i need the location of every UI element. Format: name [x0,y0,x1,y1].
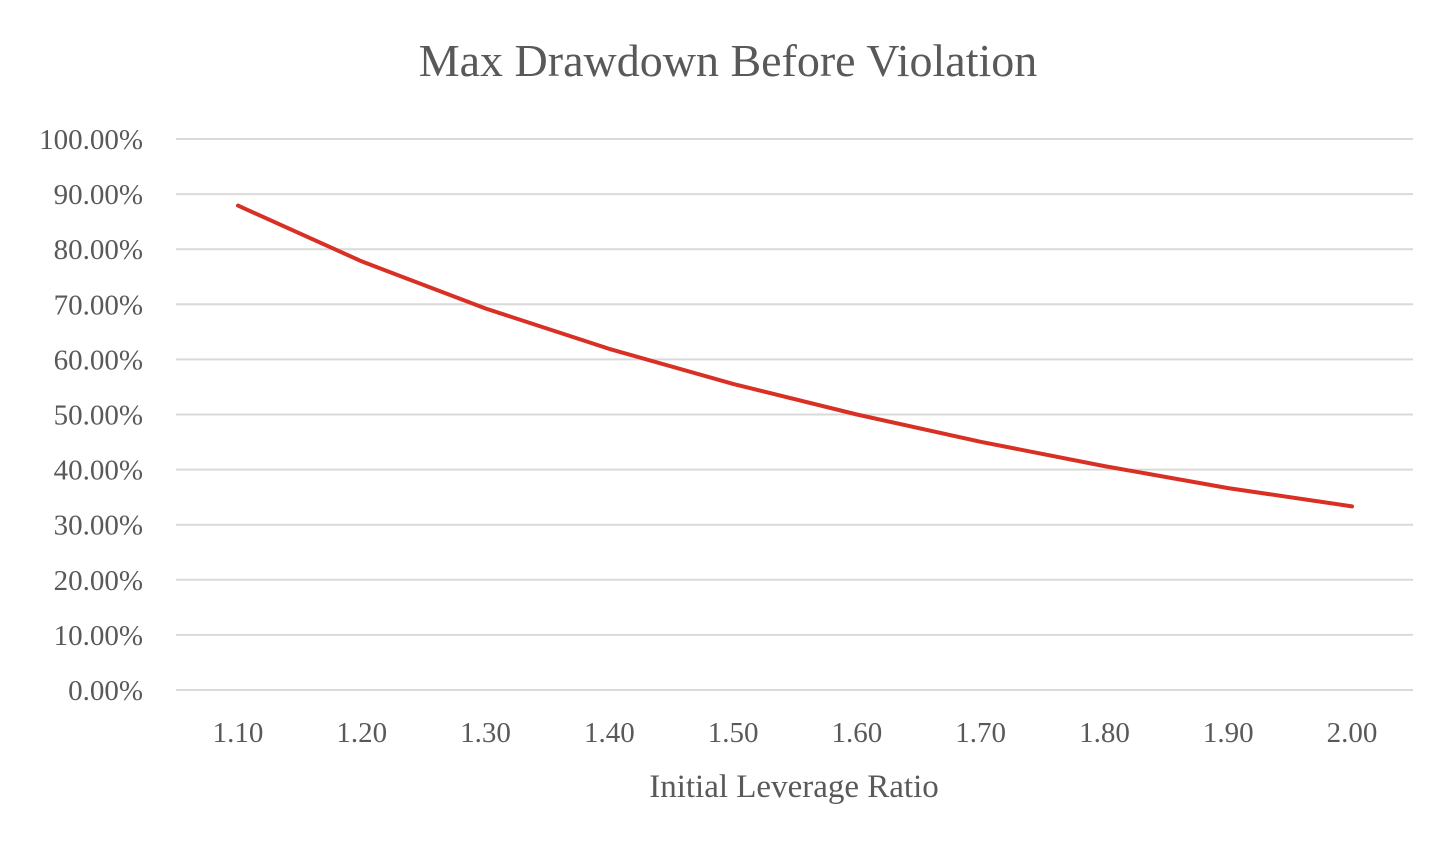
y-tick-label: 10.00% [54,620,143,652]
y-tick-label: 80.00% [54,234,143,266]
x-axis-label: Initial Leverage Ratio [649,769,939,805]
x-tick-label: 1.10 [213,717,264,749]
series-line [236,203,1354,509]
y-tick-label: 40.00% [54,455,143,487]
data-point [1350,504,1354,508]
data-point [484,307,488,311]
gridlines [176,138,1413,691]
data-point [360,259,364,263]
data-point [1226,486,1230,490]
data-point [731,382,735,386]
x-tick-label: 1.70 [955,717,1006,749]
y-tick-label: 60.00% [54,344,143,376]
x-tick-label: 1.60 [832,717,883,749]
data-point [607,347,611,351]
data-point [1102,464,1106,468]
y-tick-label: 0.00% [68,675,143,707]
x-tick-label: 1.80 [1079,717,1130,749]
y-tick-label: 70.00% [54,289,143,321]
data-point [855,413,859,417]
y-tick-label: 50.00% [54,400,143,432]
data-point [236,204,240,208]
y-tick-label: 100.00% [39,124,143,156]
y-axis-tick-labels: 0.00% 10.00% 20.00% 30.00% 40.00% 50.00% 60.00… [39,124,143,707]
y-tick-label: 30.00% [54,510,143,542]
x-tick-label: 1.50 [708,717,759,749]
series-layer [236,203,1354,509]
x-tick-label: 1.90 [1203,717,1254,749]
data-point [979,440,983,444]
x-tick-label: 1.20 [336,717,387,749]
y-tick-label: 90.00% [54,179,143,211]
y-tick-label: 20.00% [54,565,143,597]
x-tick-label: 1.40 [584,717,635,749]
x-tick-label: 2.00 [1327,717,1378,749]
chart-title: Max Drawdown Before Violation [419,35,1038,86]
x-tick-label: 1.30 [460,717,511,749]
x-axis-tick-labels: 1.10 1.20 1.30 1.40 1.50 1.60 1.70 1.80 1.90 2.00 [213,717,1378,749]
